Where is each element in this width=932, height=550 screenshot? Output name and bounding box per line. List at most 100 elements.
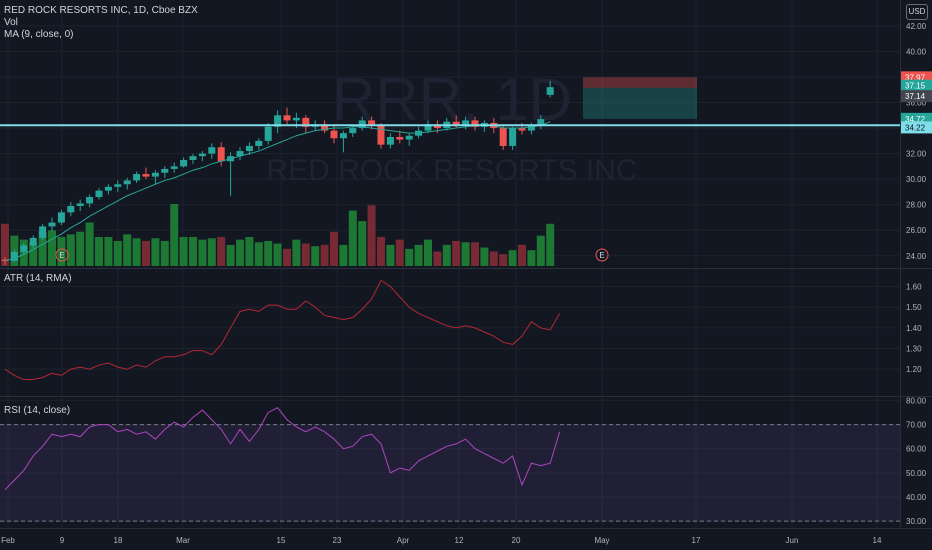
candle-body: [537, 119, 545, 126]
rsi-legend[interactable]: RSI (14, close): [4, 405, 70, 417]
time-label: 23: [333, 536, 342, 545]
candle-body: [142, 174, 150, 177]
candle-body: [57, 212, 65, 223]
atr-legend[interactable]: ATR (14, RMA): [4, 273, 72, 285]
target-zone: [583, 87, 697, 119]
volume-bar: [395, 239, 404, 266]
volume-legend[interactable]: Vol: [4, 17, 18, 29]
volume-bar: [179, 236, 188, 266]
volume-bar: [405, 248, 414, 266]
atr-tick: 1.20: [906, 365, 922, 374]
candle-body: [39, 226, 47, 238]
candle-body: [180, 159, 188, 167]
rsi-axis[interactable]: 80.00 70.00 60.00 50.00 40.00 30.00: [906, 396, 927, 526]
atr-line: [4, 279, 561, 381]
volume-bar: [142, 240, 150, 266]
volume-bar: [527, 250, 536, 266]
volume-bar: [499, 254, 508, 266]
time-label: 9: [60, 536, 65, 545]
volume-bar: [226, 244, 235, 266]
badge-level-bg: [901, 121, 932, 134]
volume-bar: [1, 223, 9, 266]
volume-bar: [38, 231, 47, 266]
ma-line: [4, 121, 551, 262]
candle-body: [208, 147, 216, 154]
candle-body: [236, 151, 244, 157]
candlesticks[interactable]: [1, 80, 554, 265]
watermark-name: RED ROCK RESORTS INC: [266, 154, 637, 187]
candle-body: [48, 222, 56, 227]
candle-body: [518, 128, 526, 131]
atr-tick: 1.30: [906, 345, 922, 354]
volume-bar: [536, 235, 545, 266]
volume-bar: [151, 238, 160, 266]
time-label: 14: [873, 536, 882, 545]
candle-body: [189, 156, 197, 160]
earnings-icon[interactable]: [595, 248, 609, 262]
candle-body: [368, 120, 376, 126]
time-label: Feb: [1, 536, 15, 545]
volume-bar: [236, 239, 244, 266]
candle-body: [302, 117, 310, 127]
volume-bar: [461, 242, 470, 266]
volume-bars: [1, 204, 555, 266]
volume-bar: [29, 242, 38, 266]
currency-button[interactable]: USD: [906, 4, 928, 20]
volume-bar: [377, 236, 385, 266]
candle-body: [396, 137, 404, 140]
volume-bar: [48, 230, 56, 266]
ma-label[interactable]: MA (9, close, 0): [4, 29, 74, 40]
position-box[interactable]: [583, 77, 697, 119]
candle-body: [292, 117, 300, 121]
badge-entry: 37.15: [905, 82, 926, 91]
volume-label[interactable]: Vol: [4, 17, 18, 28]
candle-body: [86, 197, 94, 204]
time-label: 20: [512, 536, 521, 545]
time-label: Apr: [397, 536, 410, 545]
earnings-label: E: [599, 251, 604, 260]
time-axis[interactable]: Feb 9 18 Mar 15 23 Apr 12 20 May 17 Jun 14: [1, 536, 882, 545]
candle-body: [274, 115, 282, 127]
earnings-icon[interactable]: [55, 248, 69, 262]
candle-body: [424, 124, 432, 131]
candle-body: [377, 125, 385, 145]
candle-body: [151, 172, 159, 177]
symbol-title[interactable]: RED ROCK RESORTS INC, 1D, Cboe BZX: [4, 5, 198, 16]
candle-body: [29, 237, 37, 246]
volume-bar: [424, 239, 432, 266]
candle-body: [76, 203, 84, 206]
volume-bar: [433, 251, 442, 266]
atr-label[interactable]: ATR (14, RMA): [4, 273, 72, 284]
volume-bar: [104, 236, 113, 266]
volume-bar: [480, 247, 489, 266]
volume-bar: [57, 236, 66, 266]
candle-body: [104, 186, 112, 191]
symbol-legend[interactable]: RED ROCK RESORTS INC, 1D, Cboe BZX: [4, 5, 198, 17]
rsi-tick: 50.00: [906, 469, 927, 478]
rsi-label[interactable]: RSI (14, close): [4, 405, 71, 416]
atr-axis[interactable]: 1.60 1.50 1.40 1.30 1.20: [906, 283, 922, 375]
atr-tick: 1.40: [906, 324, 922, 333]
candle-body: [405, 135, 413, 140]
price-axis[interactable]: 42.0040.0038.0036.0034.0032.0030.0028.00…: [906, 22, 927, 261]
candle-body: [245, 145, 253, 152]
candle-body: [349, 128, 357, 134]
rsi-tick: 60.00: [906, 445, 927, 454]
volume-bar: [95, 236, 103, 266]
volume-bar: [245, 236, 254, 266]
rsi-line: [4, 407, 561, 491]
candle-body: [161, 168, 169, 173]
candle-body: [509, 128, 517, 146]
candle-body: [321, 124, 329, 131]
ma-legend[interactable]: MA (9, close, 0): [4, 29, 73, 41]
volume-bar: [489, 251, 498, 266]
time-label: 18: [114, 536, 123, 545]
rsi-tick: 70.00: [906, 421, 927, 430]
candle-body: [462, 120, 470, 126]
time-label: 12: [455, 536, 464, 545]
time-label: May: [594, 536, 609, 545]
volume-bar: [66, 234, 75, 266]
earnings-markers[interactable]: E E: [55, 248, 609, 262]
volume-bar: [330, 231, 338, 266]
